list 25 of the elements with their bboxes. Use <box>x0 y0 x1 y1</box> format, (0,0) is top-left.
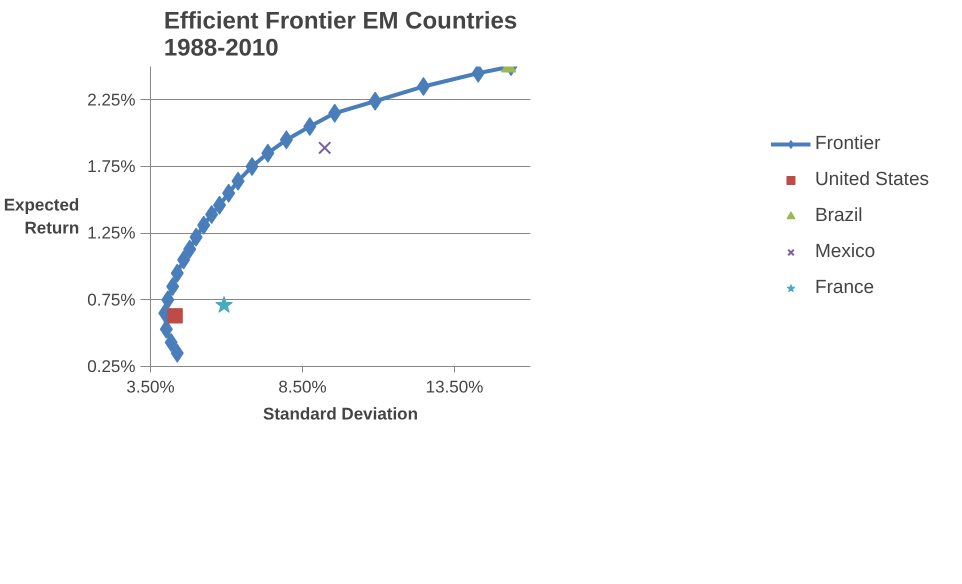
point <box>215 296 233 313</box>
legend-label: United States <box>814 169 930 191</box>
y-axis-title: Expected Return <box>4 196 80 238</box>
legend-label: Frontier <box>814 133 880 155</box>
y-tick-label: 1.25% <box>87 224 136 243</box>
x-tick-label: 8.50% <box>278 378 327 396</box>
point <box>303 117 316 136</box>
point <box>246 157 259 176</box>
legend-label: France <box>814 277 874 299</box>
legend-label: Brazil <box>814 205 862 227</box>
chart-title: Efficient Frontier EM Countries 1988-2010 <box>164 8 518 62</box>
point <box>205 205 218 224</box>
point <box>416 77 430 96</box>
point <box>166 277 180 296</box>
legend-label: Mexico <box>814 241 876 263</box>
y-tick-label: 2.25% <box>87 90 136 110</box>
point <box>167 308 183 324</box>
x-tick-label: 3.50% <box>126 378 175 396</box>
y-tick-label: 0.25% <box>87 357 136 376</box>
y-tick-label: 1.75% <box>87 157 136 176</box>
x-tick-label: 13.50% <box>426 378 484 396</box>
point <box>164 333 178 352</box>
x-axis-title: Standard Deviation <box>263 404 418 424</box>
y-tick-label: 0.75% <box>87 290 136 310</box>
point <box>318 141 332 154</box>
